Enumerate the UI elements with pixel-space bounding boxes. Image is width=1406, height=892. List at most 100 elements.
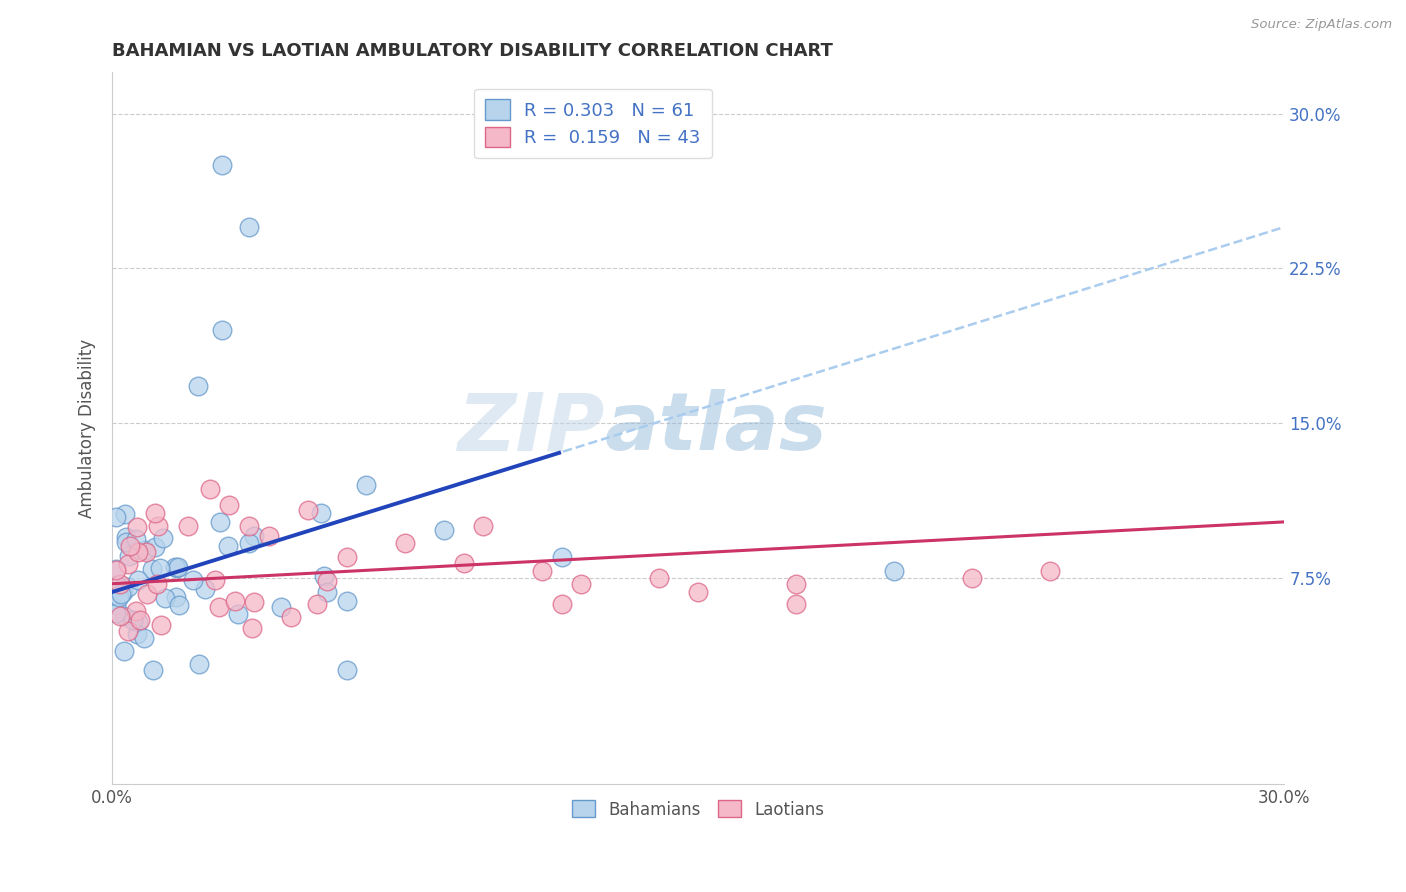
Point xyxy=(209,515,232,529)
Point xyxy=(336,594,359,608)
Point xyxy=(135,545,157,559)
Point xyxy=(280,609,302,624)
Point xyxy=(550,598,572,612)
Point xyxy=(105,509,128,524)
Point xyxy=(1039,565,1062,579)
Point xyxy=(114,507,136,521)
Point xyxy=(218,499,240,513)
Point xyxy=(226,607,249,622)
Point xyxy=(198,482,221,496)
Point xyxy=(270,600,292,615)
Point xyxy=(127,615,149,629)
Point xyxy=(181,573,204,587)
Point xyxy=(165,591,187,605)
Point xyxy=(143,540,166,554)
Point xyxy=(167,599,190,613)
Point xyxy=(115,530,138,544)
Y-axis label: Ambulatory Disability: Ambulatory Disability xyxy=(79,339,96,517)
Point xyxy=(530,565,553,579)
Point xyxy=(224,594,246,608)
Text: Source: ZipAtlas.com: Source: ZipAtlas.com xyxy=(1251,18,1392,31)
Point xyxy=(177,519,200,533)
Point xyxy=(688,585,710,599)
Point xyxy=(433,523,456,537)
Point xyxy=(354,477,377,491)
Point xyxy=(204,573,226,587)
Point xyxy=(238,535,260,549)
Point xyxy=(112,609,135,624)
Point xyxy=(472,519,495,533)
Point xyxy=(134,543,156,558)
Point xyxy=(208,600,231,615)
Point xyxy=(316,574,339,588)
Point xyxy=(316,585,339,599)
Point xyxy=(108,591,131,605)
Point xyxy=(166,561,188,575)
Point xyxy=(165,560,187,574)
Point xyxy=(122,614,145,628)
Point xyxy=(211,323,233,337)
Point xyxy=(257,529,280,543)
Point xyxy=(146,577,169,591)
Point xyxy=(648,570,671,584)
Point xyxy=(117,580,139,594)
Point xyxy=(960,570,983,584)
Point xyxy=(297,502,319,516)
Point xyxy=(120,539,142,553)
Point xyxy=(211,158,233,172)
Point xyxy=(336,549,359,564)
Point xyxy=(117,557,139,571)
Point xyxy=(785,576,807,591)
Point xyxy=(117,624,139,639)
Point xyxy=(569,576,592,591)
Legend: Bahamians, Laotians: Bahamians, Laotians xyxy=(565,794,831,825)
Point xyxy=(883,565,905,579)
Point xyxy=(110,608,132,623)
Point xyxy=(238,220,260,235)
Point xyxy=(550,549,572,564)
Point xyxy=(143,507,166,521)
Point xyxy=(785,598,807,612)
Point xyxy=(118,549,141,563)
Point xyxy=(125,627,148,641)
Point xyxy=(134,631,156,645)
Point xyxy=(167,560,190,574)
Point xyxy=(153,591,176,605)
Point xyxy=(127,545,149,559)
Point xyxy=(238,519,260,533)
Point xyxy=(105,562,128,576)
Point xyxy=(187,657,209,671)
Text: BAHAMIAN VS LAOTIAN AMBULATORY DISABILITY CORRELATION CHART: BAHAMIAN VS LAOTIAN AMBULATORY DISABILIT… xyxy=(112,42,834,60)
Point xyxy=(149,617,172,632)
Point xyxy=(141,562,163,576)
Point xyxy=(311,506,333,520)
Point xyxy=(142,663,165,677)
Point xyxy=(115,534,138,549)
Point xyxy=(127,573,149,587)
Point xyxy=(105,578,128,592)
Point xyxy=(242,594,264,608)
Point xyxy=(149,560,172,574)
Point xyxy=(129,613,152,627)
Point xyxy=(242,529,264,543)
Point xyxy=(111,585,134,599)
Point xyxy=(105,563,128,577)
Point xyxy=(146,518,169,533)
Point xyxy=(112,644,135,658)
Point xyxy=(194,582,217,596)
Point xyxy=(110,587,132,601)
Point xyxy=(136,587,159,601)
Text: atlas: atlas xyxy=(605,389,827,467)
Point xyxy=(217,540,239,554)
Point xyxy=(453,556,475,570)
Point xyxy=(125,519,148,533)
Point xyxy=(152,531,174,545)
Point xyxy=(125,533,148,547)
Point xyxy=(105,606,128,620)
Point xyxy=(307,597,329,611)
Text: ZIP: ZIP xyxy=(457,389,605,467)
Point xyxy=(336,663,359,677)
Point xyxy=(312,569,335,583)
Point xyxy=(187,379,209,393)
Point xyxy=(125,604,148,618)
